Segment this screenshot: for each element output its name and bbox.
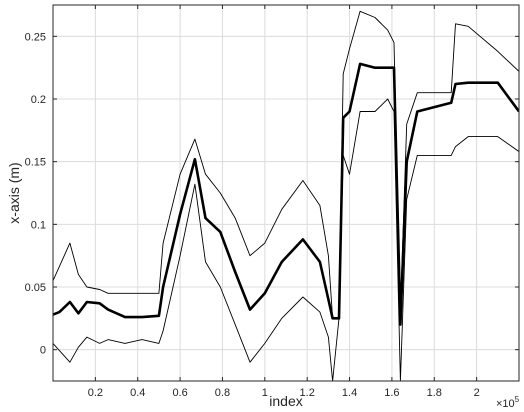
y-tick-label: 0.15 — [25, 157, 46, 169]
x-tick-label: 0.8 — [215, 387, 230, 399]
x-tick-label: 1 — [262, 387, 268, 399]
y-axis-label: x-axis (m) — [6, 162, 22, 223]
series-line-envelope — [53, 11, 519, 318]
x-tick-label: 1.8 — [427, 387, 442, 399]
y-tick-label: 0 — [40, 345, 46, 357]
y-tick-label: 0.25 — [25, 31, 46, 43]
x-tick-label: 0.4 — [130, 387, 145, 399]
x-axis-exponent: ×105 — [496, 395, 520, 410]
axis-ticks: 0.2 0.4 0.6 0.8 1 1.2 1.4 1.6 1.8 200.050.10.150.… — [25, 5, 519, 399]
x-tick-label: 0.6 — [172, 387, 187, 399]
y-tick-label: 0.05 — [25, 282, 46, 294]
y-tick-label: 0.2 — [31, 94, 46, 106]
x-tick-label: 1.4 — [342, 387, 357, 399]
x-axis-exponent-base: ×10 — [496, 398, 515, 410]
x-axis-label: index — [269, 393, 302, 409]
y-tick-label: 0.1 — [31, 219, 46, 231]
axes-box — [53, 5, 519, 381]
x-axis-exponent-power: 5 — [515, 395, 520, 404]
series-line-envelope — [53, 99, 519, 381]
grid — [53, 5, 519, 381]
series-line-mean — [53, 64, 519, 325]
plot-area — [53, 11, 519, 381]
x-tick-label: 0.2 — [88, 387, 103, 399]
x-tick-label: 1.6 — [384, 387, 399, 399]
x-tick-label: 2 — [474, 387, 480, 399]
